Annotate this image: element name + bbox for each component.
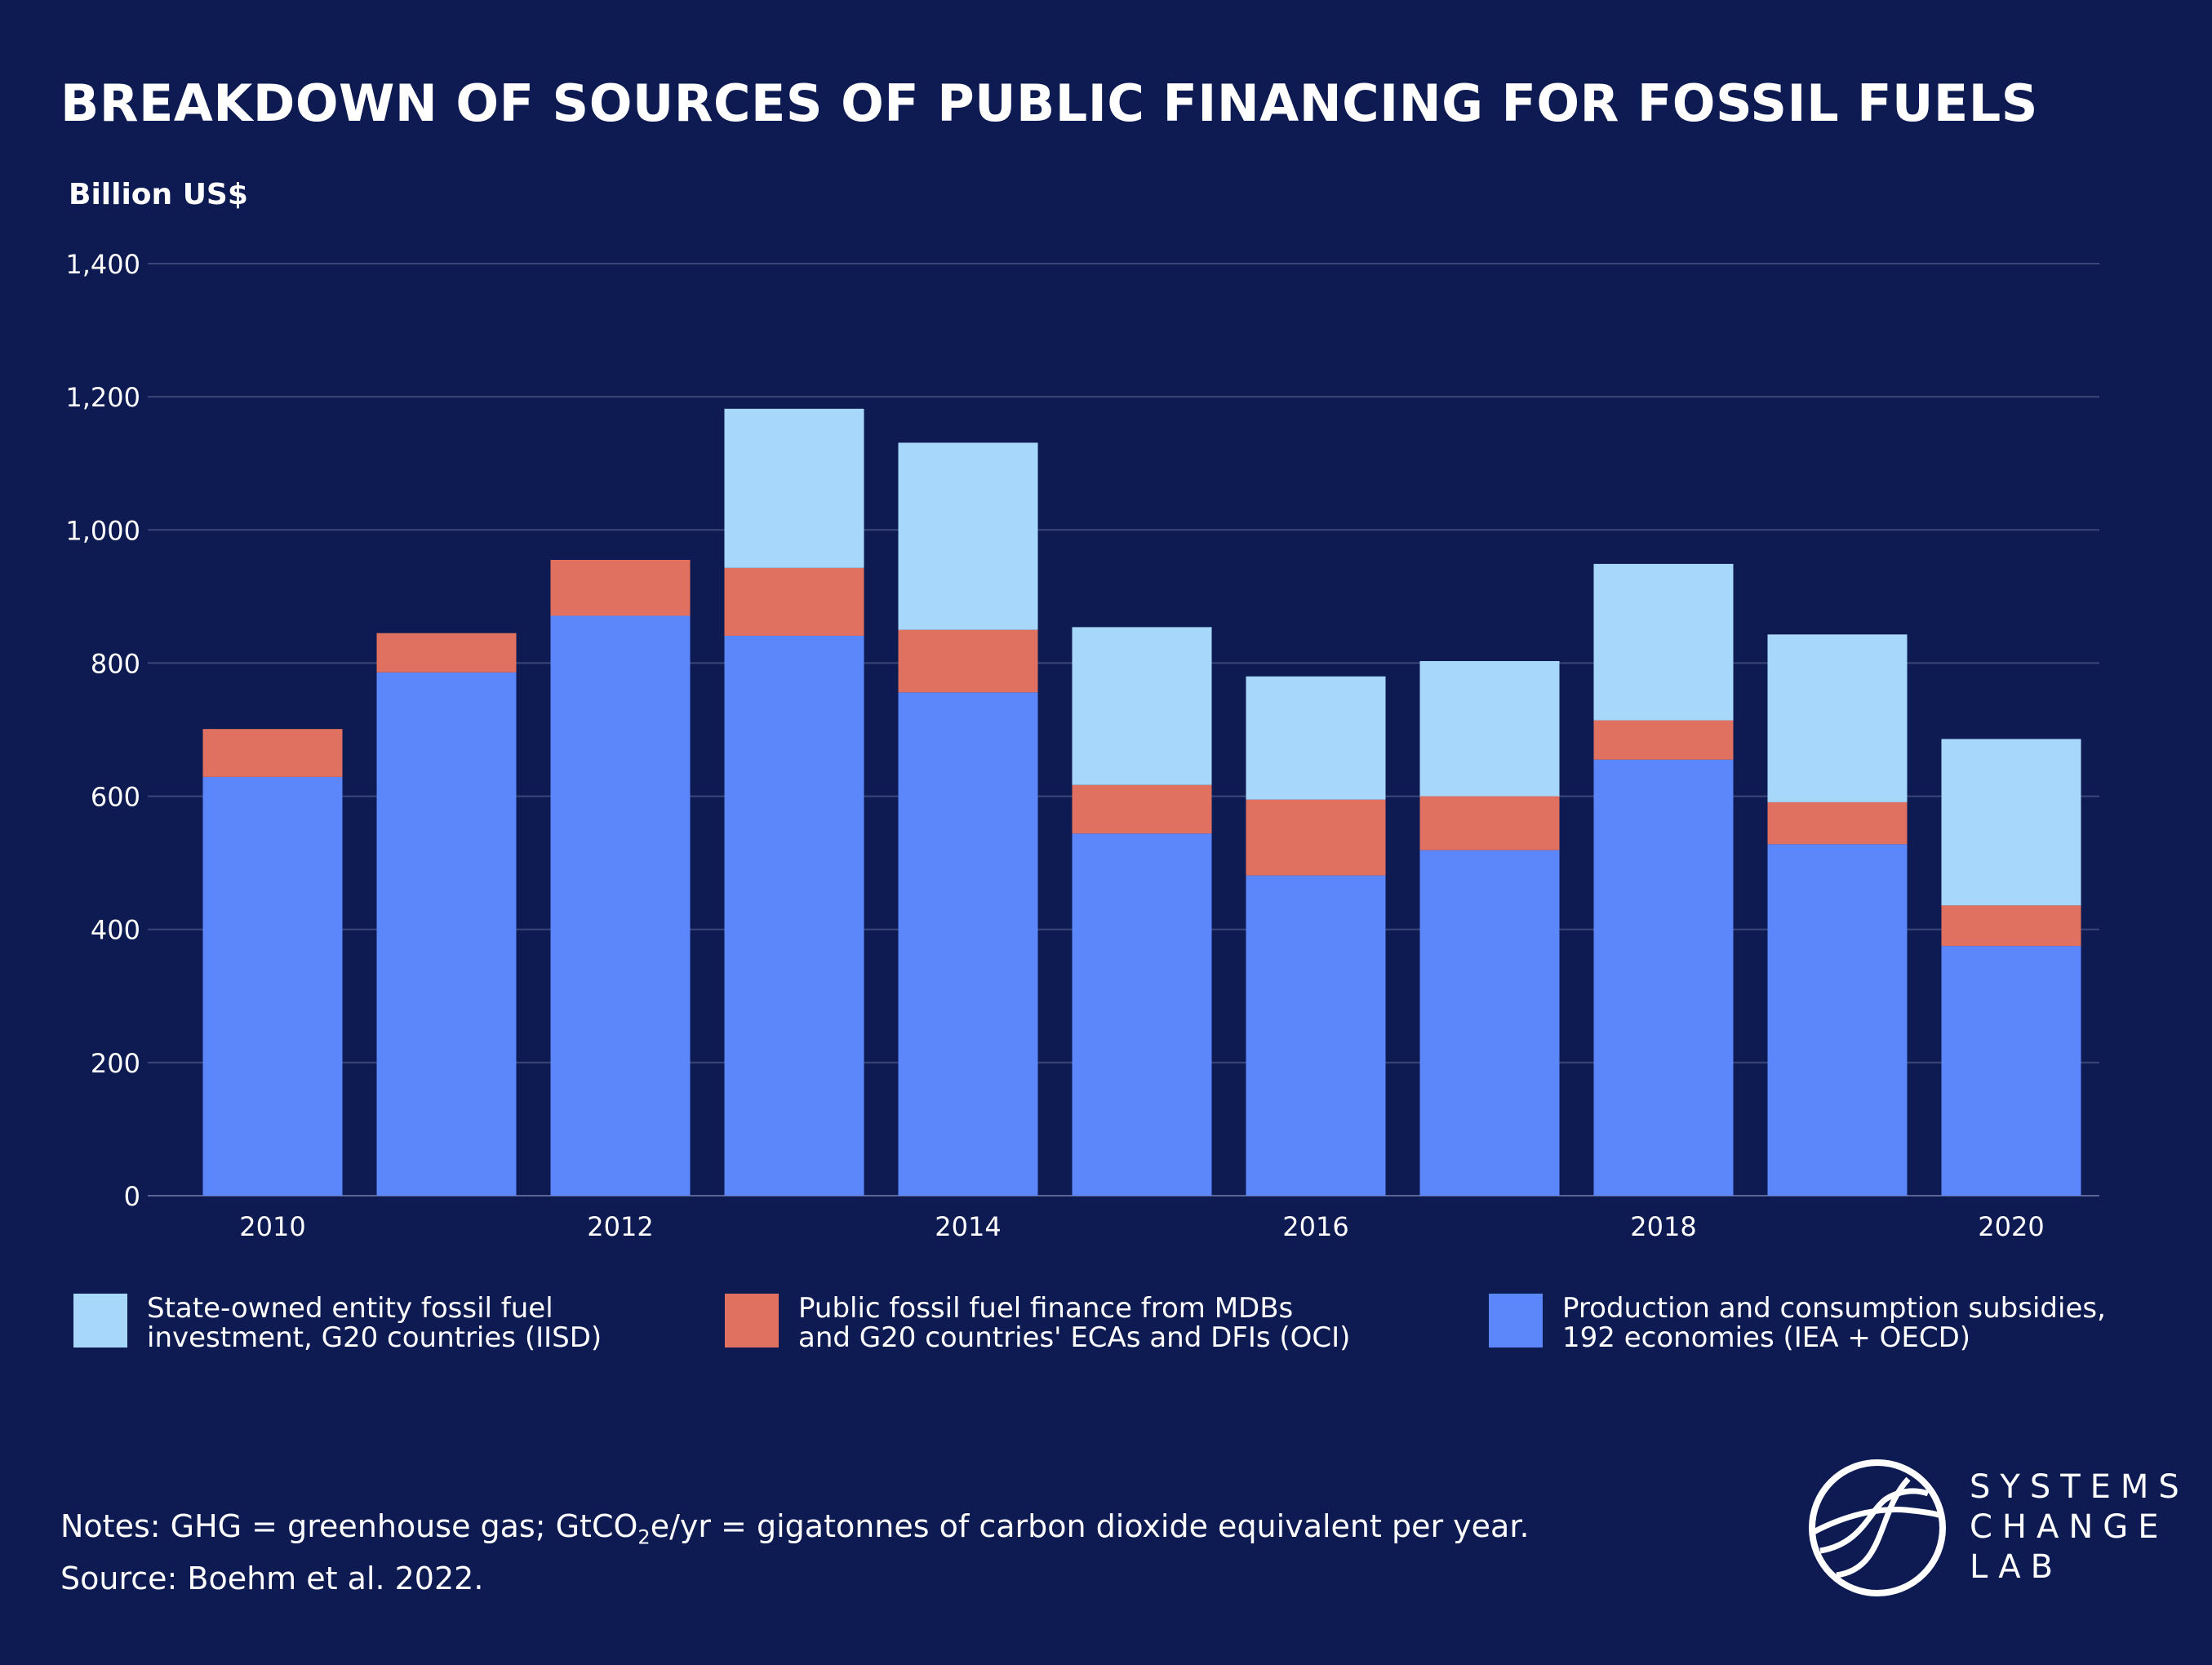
bar-segment-2018 — [1593, 759, 1734, 1196]
notes-text: Notes: GHG = greenhouse gas; GtCO — [60, 1508, 638, 1544]
logo-line: SYSTEMS — [1970, 1468, 2189, 1506]
logo-text: SYSTEMS CHANGE LAB — [1970, 1467, 2189, 1587]
bar-segment-2015 — [1072, 833, 1212, 1196]
bar-segment-2019 — [1767, 801, 1908, 845]
chart-title: BREAKDOWN OF SOURCES OF PUBLIC FINANCING… — [60, 73, 2038, 133]
y-tick-label: 1,200 — [65, 382, 140, 413]
notes-line: Notes: GHG = greenhouse gas; GtCO2e/yr =… — [60, 1506, 1530, 1558]
x-tick-label: 2016 — [1282, 1211, 1348, 1242]
y-tick-label: 600 — [91, 782, 140, 813]
bar-segment-2018 — [1593, 563, 1734, 721]
bar-segment-2019 — [1767, 844, 1908, 1196]
legend-label: investment, G20 countries (IISD) — [147, 1321, 602, 1354]
y-tick-label: 1,400 — [65, 249, 140, 280]
bar-segment-2012 — [550, 615, 691, 1196]
logo-line: CHANGE — [1970, 1508, 2169, 1546]
y-tick-label: 400 — [91, 915, 140, 946]
legend-swatch — [1489, 1294, 1543, 1348]
legend-label: Production and consumption subsidies, — [1562, 1292, 2106, 1325]
bar-segment-2011 — [376, 672, 517, 1196]
bar-segment-2015 — [1072, 784, 1212, 834]
y-tick-label: 800 — [91, 648, 140, 679]
bar-segment-2020 — [1941, 946, 2081, 1196]
bar-segment-2015 — [1072, 627, 1212, 785]
y-axis-label: Billion US$ — [69, 178, 248, 211]
bar-segment-2018 — [1593, 720, 1734, 760]
bar-segment-2011 — [376, 633, 517, 673]
legend-label: Public fossil fuel finance from MDBs — [798, 1292, 1294, 1325]
systems-change-lab-logo-icon — [1809, 1459, 1946, 1596]
logo-line: LAB — [1970, 1548, 2063, 1586]
bar-segment-2013 — [724, 408, 864, 568]
bar-segment-2020 — [1941, 739, 2081, 906]
bar-segment-2013 — [724, 567, 864, 636]
legend-item-mdb-finance: Public fossil fuel finance from MDBs and … — [725, 1294, 1419, 1352]
bar-segment-2016 — [1246, 799, 1386, 876]
legend-swatch — [73, 1294, 127, 1348]
bar-segment-2019 — [1767, 634, 1908, 802]
bar-segment-2012 — [550, 559, 691, 616]
bar-segment-2014 — [898, 442, 1038, 630]
bar-segment-2020 — [1941, 905, 2081, 947]
y-tick-label: 200 — [91, 1048, 140, 1079]
bar-segment-2013 — [724, 635, 864, 1196]
y-tick-label: 1,000 — [65, 515, 140, 546]
bar-segment-2016 — [1246, 676, 1386, 800]
legend-label: 192 economies (IEA + OECD) — [1562, 1321, 1971, 1354]
legend-item-state-owned: State-owned entity fossil fuel investment… — [73, 1294, 767, 1352]
x-tick-label: 2012 — [587, 1211, 653, 1242]
bar-segment-2014 — [898, 629, 1038, 693]
bar-segment-2017 — [1419, 660, 1560, 797]
bar-segment-2017 — [1419, 796, 1560, 850]
notes: Notes: GHG = greenhouse gas; GtCO2e/yr =… — [60, 1506, 1530, 1599]
bar-segment-2010 — [202, 776, 343, 1196]
x-tick-label: 2014 — [935, 1211, 1001, 1242]
legend-label: and G20 countries' ECAs and DFIs (OCI) — [798, 1321, 1351, 1354]
x-tick-label: 2010 — [239, 1211, 305, 1242]
legend-item-subsidies: Production and consumption subsidies, 192… — [1489, 1294, 2212, 1352]
stacked-bar-chart: Billion US$ 0 200 400 600 800 1,000 1,200 1,400… — [65, 178, 2099, 1242]
legend-swatch — [725, 1294, 779, 1348]
notes-text: e/yr = gigatonnes of carbon dioxide equi… — [650, 1508, 1530, 1544]
x-tick-label: 2018 — [1630, 1211, 1696, 1242]
x-tick-label: 2020 — [1978, 1211, 2044, 1242]
y-tick-label: 0 — [124, 1181, 140, 1212]
legend-label: State-owned entity fossil fuel — [147, 1292, 553, 1325]
bar-segment-2010 — [202, 729, 343, 777]
source-line: Source: Boehm et al. 2022. — [60, 1560, 484, 1596]
notes-subscript: 2 — [637, 1525, 651, 1549]
bar-segment-2016 — [1246, 875, 1386, 1196]
bar-segment-2014 — [898, 692, 1038, 1196]
bar-segment-2017 — [1419, 850, 1560, 1196]
